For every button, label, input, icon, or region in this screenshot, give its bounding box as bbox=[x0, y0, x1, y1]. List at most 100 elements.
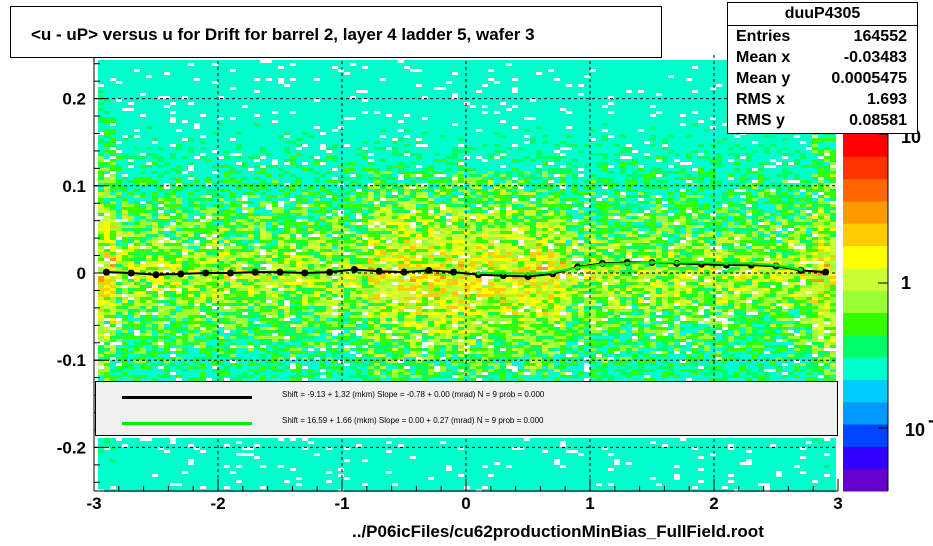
heatmap-cell bbox=[344, 96, 350, 99]
heatmap-cell bbox=[176, 243, 182, 246]
heatmap-cell bbox=[218, 273, 224, 276]
heatmap-cell bbox=[344, 306, 350, 309]
heatmap-cell bbox=[212, 246, 218, 249]
heatmap-cell bbox=[272, 66, 278, 69]
heatmap-cell bbox=[128, 294, 134, 297]
heatmap-cell bbox=[218, 108, 224, 111]
heatmap-cell bbox=[272, 345, 278, 348]
heatmap-cell bbox=[152, 237, 158, 240]
heatmap-cell bbox=[122, 225, 128, 228]
heatmap-cell bbox=[200, 126, 206, 129]
heatmap-cell bbox=[290, 177, 296, 180]
heatmap-cell bbox=[248, 450, 254, 453]
heatmap-cell bbox=[248, 135, 254, 138]
heatmap-cell bbox=[128, 117, 134, 120]
heatmap-cell bbox=[254, 60, 260, 63]
heatmap-cell bbox=[182, 333, 188, 336]
heatmap-cell bbox=[338, 237, 344, 240]
heatmap-cell bbox=[326, 75, 332, 78]
heatmap-cell bbox=[134, 357, 140, 360]
heatmap-cell bbox=[182, 291, 188, 294]
heatmap-cell bbox=[146, 282, 152, 285]
heatmap-cell bbox=[224, 147, 230, 150]
heatmap-cell bbox=[218, 225, 224, 228]
heatmap-cell bbox=[152, 93, 158, 96]
heatmap-cell bbox=[134, 273, 140, 276]
heatmap-cell bbox=[182, 465, 188, 468]
heatmap-cell bbox=[110, 210, 116, 213]
heatmap-cell bbox=[122, 177, 128, 180]
heatmap-cell bbox=[308, 84, 314, 87]
heatmap-cell bbox=[146, 477, 152, 480]
heatmap-cell bbox=[146, 174, 152, 177]
heatmap-cell bbox=[338, 138, 344, 141]
heatmap-cell bbox=[188, 297, 194, 300]
heatmap-cell bbox=[338, 309, 344, 312]
heatmap-cell bbox=[170, 126, 176, 129]
heatmap-cell bbox=[272, 453, 278, 456]
heatmap-cell bbox=[140, 159, 146, 162]
heatmap-cell bbox=[224, 201, 230, 204]
heatmap-cell bbox=[176, 156, 182, 159]
heatmap-cell bbox=[290, 342, 296, 345]
heatmap-cell bbox=[302, 87, 308, 90]
heatmap-cell bbox=[230, 81, 236, 84]
heatmap-cell bbox=[266, 372, 272, 375]
heatmap-cell bbox=[122, 315, 128, 318]
heatmap-cell bbox=[242, 474, 248, 477]
heatmap-cell bbox=[254, 117, 260, 120]
heatmap-cell bbox=[224, 480, 230, 483]
heatmap-cell bbox=[314, 237, 320, 240]
heatmap-cell bbox=[224, 228, 230, 231]
heatmap-cell bbox=[308, 462, 314, 465]
heatmap-cell bbox=[236, 168, 242, 171]
heatmap-cell bbox=[104, 279, 110, 282]
heatmap-cell bbox=[194, 108, 200, 111]
heatmap-cell bbox=[230, 177, 236, 180]
heatmap-cell bbox=[308, 93, 314, 96]
heatmap-cell bbox=[134, 468, 140, 471]
heatmap-cell bbox=[350, 111, 356, 114]
heatmap-cell bbox=[326, 477, 332, 480]
heatmap-cell bbox=[326, 132, 332, 135]
heatmap-cell bbox=[296, 231, 302, 234]
heatmap-cell bbox=[224, 279, 230, 282]
heatmap-cell bbox=[326, 438, 332, 441]
heatmap-cell bbox=[332, 261, 338, 264]
heatmap-cell bbox=[290, 96, 296, 99]
heatmap-cell bbox=[320, 156, 326, 159]
heatmap-cell bbox=[314, 312, 320, 315]
heatmap-cell bbox=[158, 66, 164, 69]
heatmap-cell bbox=[284, 333, 290, 336]
heatmap-cell bbox=[158, 180, 164, 183]
heatmap-cell bbox=[230, 171, 236, 174]
heatmap-cell bbox=[338, 375, 344, 378]
heatmap-cell bbox=[296, 78, 302, 81]
heatmap-cell bbox=[236, 474, 242, 477]
heatmap-cell bbox=[146, 222, 152, 225]
heatmap-cell bbox=[302, 153, 308, 156]
heatmap-cell bbox=[98, 375, 104, 378]
heatmap-cell bbox=[104, 474, 110, 477]
heatmap-cell bbox=[116, 84, 122, 87]
heatmap-cell bbox=[122, 87, 128, 90]
heatmap-cell bbox=[260, 192, 266, 195]
heatmap-cell bbox=[188, 336, 194, 339]
heatmap-cell bbox=[242, 477, 248, 480]
heatmap-cell bbox=[224, 204, 230, 207]
heatmap-cell bbox=[104, 354, 110, 357]
heatmap-cell bbox=[140, 81, 146, 84]
heatmap-cell bbox=[230, 291, 236, 294]
heatmap-cell bbox=[134, 126, 140, 129]
heatmap-cell bbox=[272, 237, 278, 240]
heatmap-cell bbox=[224, 276, 230, 279]
heatmap-cell bbox=[290, 69, 296, 72]
heatmap-cell bbox=[200, 63, 206, 66]
heatmap-cell bbox=[332, 438, 338, 441]
heatmap-cell bbox=[254, 102, 260, 105]
heatmap-cell bbox=[308, 354, 314, 357]
heatmap-cell bbox=[224, 300, 230, 303]
heatmap-cell bbox=[158, 99, 164, 102]
heatmap-cell bbox=[140, 150, 146, 153]
heatmap-cell bbox=[278, 441, 284, 444]
